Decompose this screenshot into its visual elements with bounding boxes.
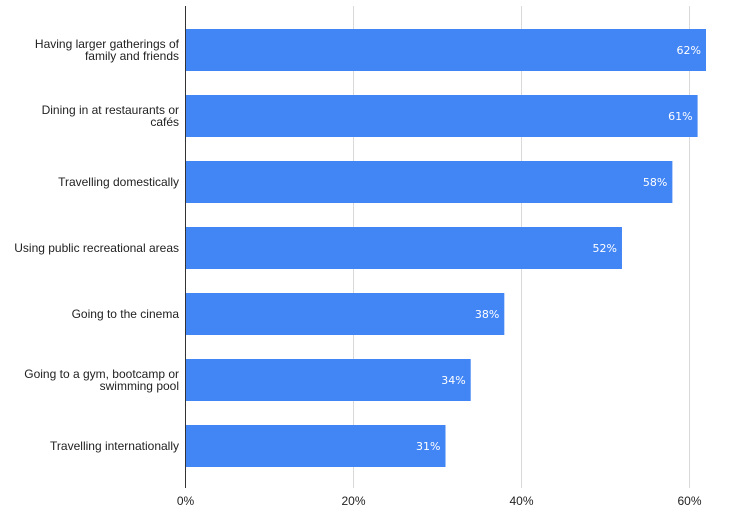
bar — [185, 161, 673, 203]
x-tick-label: 40% — [509, 494, 533, 508]
category-label: Travelling internationally — [50, 439, 179, 453]
x-tick-label: 60% — [677, 494, 701, 508]
data-label: 52% — [593, 242, 617, 255]
data-label: 31% — [416, 440, 440, 453]
x-tick-label: 20% — [341, 494, 365, 508]
category-label: cafés — [150, 115, 179, 129]
category-label: Using public recreational areas — [14, 241, 179, 255]
category-label: Going to the cinema — [72, 307, 180, 321]
category-label: Going to a gym, bootcamp or — [24, 367, 179, 381]
bar — [185, 227, 622, 269]
bars: 62% 61% 58% 52% 38% 34% 31% — [185, 29, 706, 467]
bar — [185, 359, 471, 401]
x-axis-tick-labels: 0% 20% 40% 60% — [177, 494, 702, 508]
category-label: Travelling domestically — [58, 175, 179, 189]
category-label: Having larger gatherings of — [35, 37, 180, 51]
data-label: 34% — [441, 374, 465, 387]
data-label: 38% — [475, 308, 499, 321]
category-label: swimming pool — [100, 379, 179, 393]
data-label: 62% — [677, 44, 701, 57]
bar — [185, 95, 698, 137]
category-label: Dining in at restaurants or — [42, 103, 179, 117]
bar — [185, 29, 706, 71]
data-label: 58% — [643, 176, 667, 189]
bar — [185, 293, 505, 335]
bar — [185, 425, 446, 467]
category-label: family and friends — [85, 49, 179, 63]
data-label: 61% — [668, 110, 692, 123]
x-tick-label: 0% — [177, 494, 195, 508]
